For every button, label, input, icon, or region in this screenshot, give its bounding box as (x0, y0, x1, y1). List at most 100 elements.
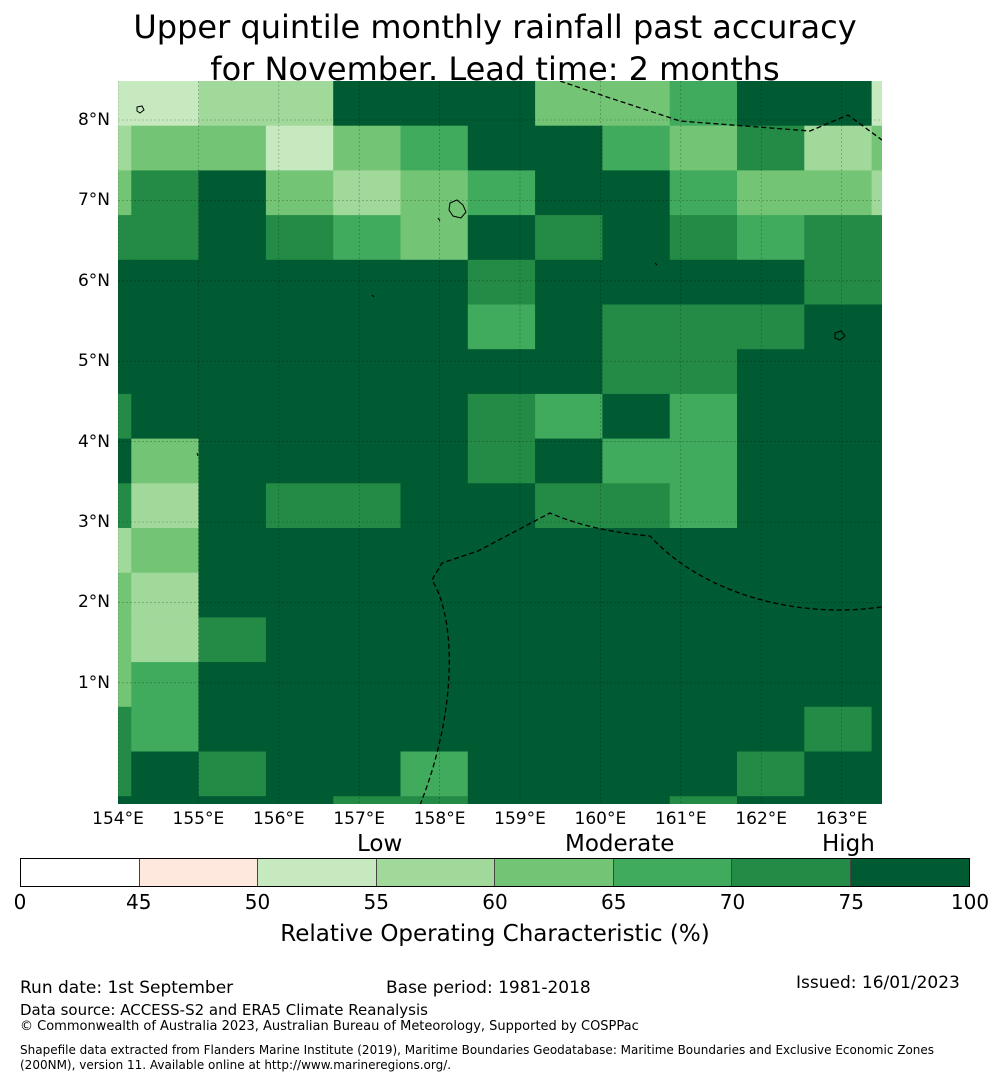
grid-cell (602, 393, 671, 440)
grid-cell (131, 349, 200, 395)
longitude-label: 159°E (494, 809, 546, 829)
grid-cell (131, 304, 200, 350)
eez-boundary-north (559, 81, 882, 141)
grid-cell (804, 572, 873, 618)
grid-cell (198, 617, 267, 663)
grid-cell (804, 528, 873, 574)
grid-cell (871, 215, 882, 261)
latitude-label: 6°N (77, 270, 110, 291)
grid-cell (804, 304, 873, 350)
grid-cell (669, 706, 738, 753)
grid-cell (467, 751, 536, 797)
grid-cell (602, 796, 671, 804)
grid-cell (669, 438, 738, 484)
grid-cell (198, 706, 267, 753)
grid-cell (737, 572, 805, 618)
grid-cell (602, 170, 671, 216)
grid-cell (198, 125, 267, 171)
grid-cell (804, 438, 873, 484)
colorbar-tick-label: 45 (126, 890, 152, 914)
grid-cell (737, 528, 805, 574)
grid-cell (669, 170, 738, 216)
grid-cell (400, 125, 469, 171)
grid-cell (118, 796, 132, 804)
grid-cell (131, 483, 200, 529)
grid-cell (737, 304, 805, 350)
colorbar-tick-label: 100 (950, 890, 990, 914)
shapefile-credit: Shapefile data extracted from Flanders M… (20, 1043, 935, 1072)
grid-cell (602, 572, 671, 618)
grid-cell (467, 304, 536, 350)
grid-cell (737, 438, 805, 484)
grid-cell (333, 796, 402, 804)
grid-cell (198, 438, 267, 484)
grid-cell (400, 662, 469, 708)
grid-cell (467, 349, 536, 395)
map-title-line-1: Upper quintile monthly rainfall past acc… (133, 8, 857, 46)
grid-cell (804, 349, 873, 395)
grid-cell (737, 617, 805, 663)
boundaries-and-coastlines (136, 81, 882, 804)
grid-cell (265, 662, 334, 708)
grid-cell (265, 393, 334, 440)
grid-cell (467, 393, 536, 440)
eez-boundary-south (419, 512, 882, 804)
grid-cell (602, 125, 671, 171)
latitude-label: 3°N (77, 512, 110, 532)
grid-cell (198, 796, 267, 804)
grid-cell (198, 81, 267, 127)
grid-cell (467, 483, 536, 529)
colorbar-segment (258, 859, 377, 886)
latitude-label: 5°N (77, 351, 110, 372)
grid-cell (737, 125, 805, 171)
grid-cell (871, 438, 882, 484)
grid-cell (198, 215, 267, 261)
grid-cell (535, 304, 603, 350)
data-source: Data source: ACCESS-S2 and ERA5 Climate … (20, 1001, 428, 1019)
grid-cell (198, 483, 267, 529)
grid-cell (602, 259, 671, 306)
island-coastline (448, 199, 467, 219)
grid-cell (118, 572, 132, 618)
grid-cell (400, 617, 469, 663)
grid-cell (535, 572, 603, 618)
grid-cell (198, 528, 267, 574)
grid-cell (118, 304, 132, 350)
colorbar-tick-label: 60 (482, 890, 508, 914)
grid-cell (118, 215, 132, 261)
grid-cell (265, 617, 334, 663)
grid-cell (804, 170, 873, 216)
grid-cell (333, 438, 402, 484)
grid-cell (198, 170, 267, 216)
grid-cell (602, 706, 671, 753)
grid-cell (400, 349, 469, 395)
grid-cell (131, 662, 200, 708)
grid-cell (737, 796, 805, 804)
grid-cell (198, 393, 267, 440)
grid-cell (118, 751, 132, 797)
colorbar-segment (376, 859, 495, 886)
base-period: Base period: 1981-2018 (386, 978, 591, 998)
grid-cell (333, 259, 402, 306)
latitude-label: 2°N (77, 592, 110, 613)
grid-cell (265, 528, 334, 574)
grid-cell (602, 483, 671, 529)
grid-cell (804, 706, 873, 753)
grid-cell (871, 751, 882, 797)
grid-cell (265, 483, 334, 529)
grid-cell (400, 528, 469, 574)
grid-cell (804, 796, 873, 804)
grid-cell (131, 438, 200, 484)
grid-cell (118, 662, 132, 708)
grid-cell (669, 215, 738, 261)
grid-cell (467, 438, 536, 484)
grid-cell (871, 572, 882, 618)
grid-cell (871, 796, 882, 804)
longitude-label: 163°E (815, 809, 868, 829)
grid-cell (602, 617, 671, 663)
grid-cell (871, 170, 882, 216)
grid-cell (871, 662, 882, 708)
grid-cell (871, 304, 882, 350)
colorbar-segment (850, 859, 969, 886)
grid-cell (118, 706, 132, 753)
